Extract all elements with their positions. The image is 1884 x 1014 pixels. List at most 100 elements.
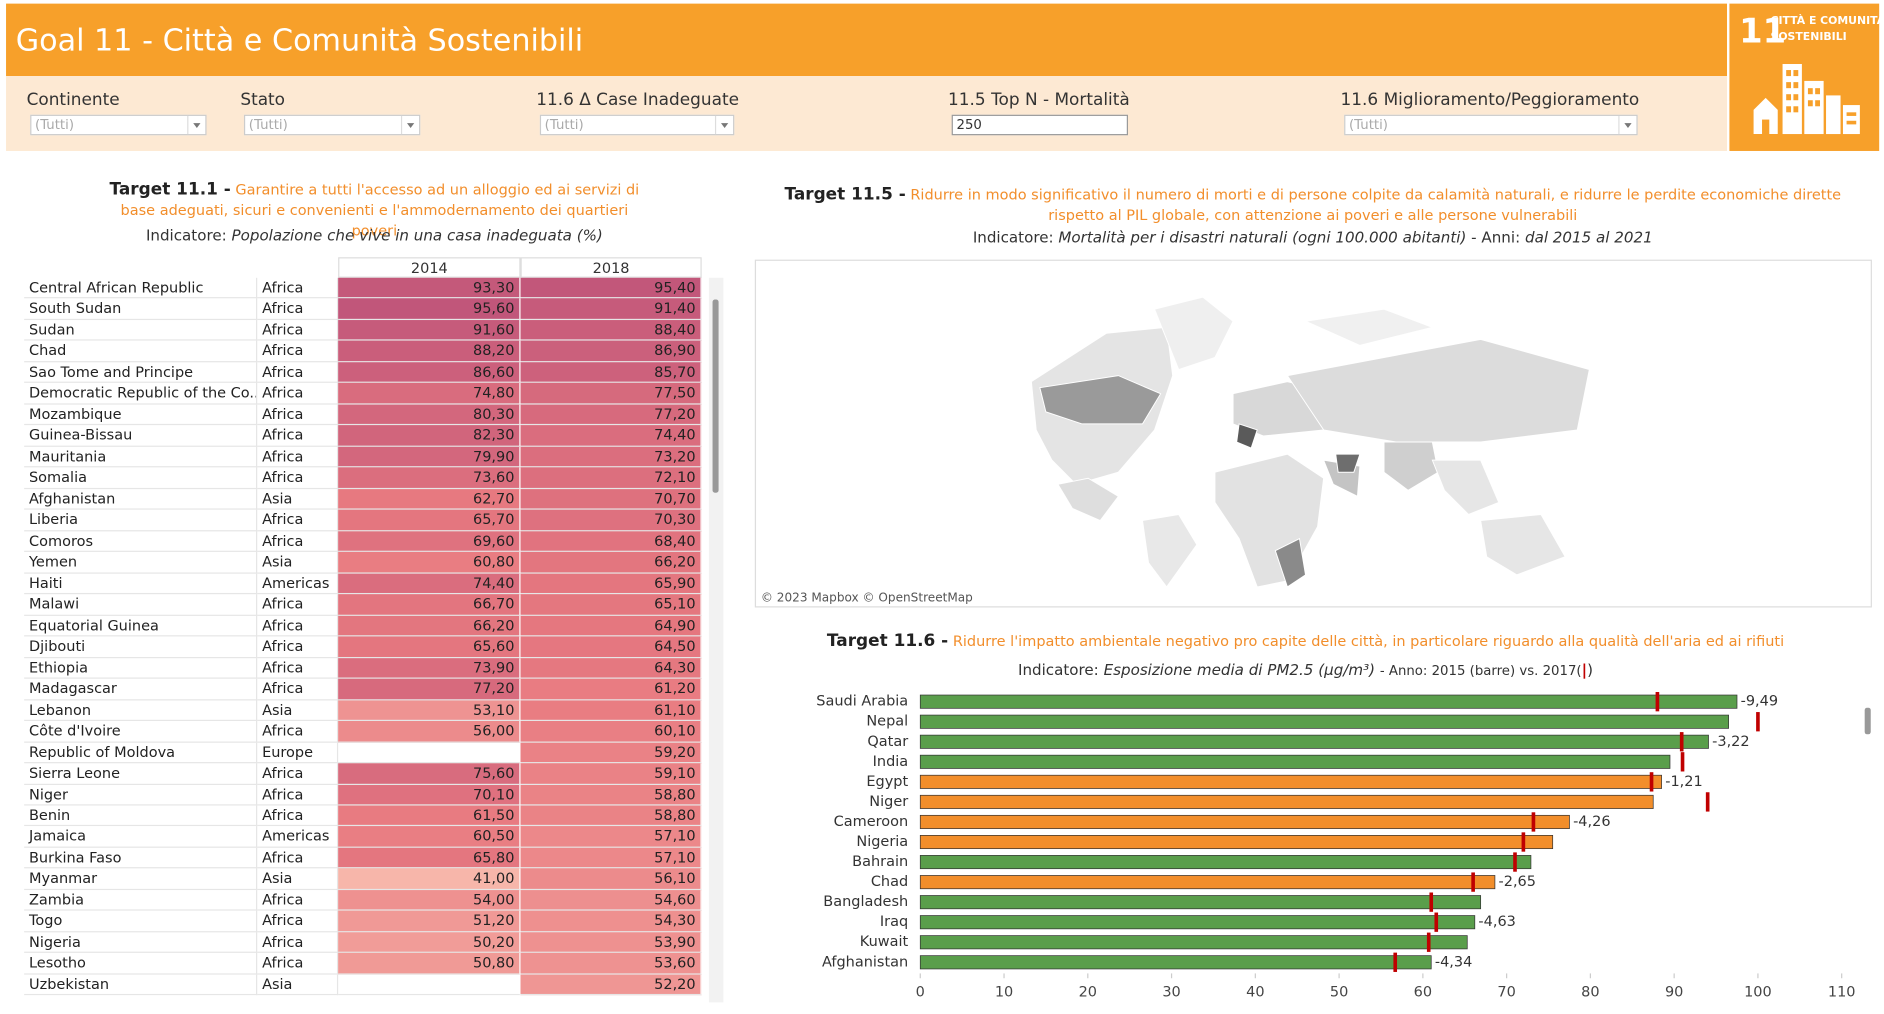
table-cell: Burkina Faso <box>24 847 258 869</box>
scrollbar[interactable] <box>708 277 724 1003</box>
value-cell: 50,20 <box>338 932 521 954</box>
dropdown-arrow <box>1618 115 1636 135</box>
logo-text: CITTÀ E COMUNITÀ <box>1770 15 1884 28</box>
value-cell: 41,00 <box>338 868 521 890</box>
marker-2017 <box>1649 772 1654 792</box>
table-cell: Africa <box>257 341 339 363</box>
value-cell: 56,00 <box>338 721 521 743</box>
table-cell: Somalia <box>24 467 258 489</box>
table-cell: Africa <box>257 383 339 405</box>
indicator-label: Indicatore: <box>1018 660 1099 679</box>
target-heading: Target 11.5 - Ridurre in modo significat… <box>763 185 1862 226</box>
map[interactable]: © 2023 Mapbox © OpenStreetMap <box>754 259 1872 608</box>
value-cell: 65,70 <box>338 509 521 532</box>
marker-2017 <box>1393 952 1398 972</box>
value-cell: 64,90 <box>520 615 702 637</box>
note: - Anno: 2015 (barre) vs. 2017( <box>1379 663 1582 679</box>
table-cell: Africa <box>257 362 339 384</box>
y-tick-label: Kuwait <box>860 934 909 950</box>
bar <box>919 694 1738 709</box>
x-tick-label: 70 <box>1497 985 1515 1001</box>
y-tick-label: Egypt <box>866 774 908 790</box>
value-cell: 86,60 <box>338 362 521 384</box>
table-cell: Malawi <box>24 594 258 616</box>
table-cell: Lesotho <box>24 953 258 975</box>
filter-dropdown[interactable]: (Tutti) <box>539 114 735 136</box>
table-cell: Africa <box>257 509 339 532</box>
target-description: Ridurre l'impatto ambientale negativo pr… <box>952 632 1785 650</box>
filter-dropdown[interactable]: (Tutti) <box>30 114 207 136</box>
delta-label: -4,63 <box>1478 914 1515 930</box>
value-cell: 74,80 <box>338 383 521 405</box>
value-cell: 69,60 <box>338 531 521 553</box>
bar <box>919 794 1654 809</box>
filter-dropdown[interactable]: (Tutti) <box>1344 114 1638 136</box>
logo-icon <box>1753 64 1860 135</box>
note-marker: | <box>1581 660 1588 679</box>
y-tick-label: Qatar <box>867 734 908 750</box>
x-tick-label: 60 <box>1414 985 1432 1001</box>
value-cell: 73,20 <box>520 446 702 468</box>
table-cell: Niger <box>24 784 258 806</box>
x-tick-label: 10 <box>995 985 1013 1001</box>
dropdown-arrow <box>187 115 205 135</box>
value-cell: 51,20 <box>338 911 521 933</box>
table-cell: Africa <box>257 721 339 743</box>
scroll-thumb[interactable] <box>712 299 719 493</box>
table-cell: Uzbekistan <box>24 974 258 996</box>
value-cell: 91,60 <box>338 319 521 342</box>
filter-label: 11.5 Top N - Mortalità <box>948 90 1130 110</box>
table-cell: Africa <box>257 446 339 468</box>
value-cell: 65,90 <box>520 573 702 595</box>
note-end: ) <box>1587 660 1594 679</box>
table-cell: Guinea-Bissau <box>24 425 258 447</box>
indicator: Indicatore: Esposizione media di PM2.5 (… <box>822 661 1788 679</box>
filter-dropdown[interactable]: 250 <box>951 114 1128 136</box>
table-cell: Africa <box>257 425 339 447</box>
value-cell: 60,80 <box>338 552 521 574</box>
x-tick-label: 110 <box>1828 985 1856 1001</box>
table-cell: Democratic Republic of the Co.. <box>24 383 258 405</box>
x-tick-label: 20 <box>1079 985 1097 1001</box>
header-bar: Goal 11 - Città e Comunità Sostenibili <box>6 3 1728 77</box>
value-cell: 62,70 <box>338 488 521 510</box>
target-title: Target 11.6 - <box>826 631 949 651</box>
value-cell: 93,30 <box>338 277 521 299</box>
chart-scroll-thumb[interactable] <box>1864 707 1871 735</box>
value-cell: 66,20 <box>338 615 521 637</box>
value-cell: 64,30 <box>520 657 702 679</box>
value-cell: 74,40 <box>520 425 702 447</box>
table-cell: Djibouti <box>24 636 258 658</box>
table-cell: Africa <box>257 805 339 827</box>
value-cell: 74,40 <box>338 573 521 595</box>
column-header: 2018 <box>520 257 702 278</box>
column-header: 2014 <box>338 257 521 278</box>
table-cell: Africa <box>257 298 339 320</box>
filter-band <box>6 76 1728 151</box>
indicator-text: Popolazione che vive in una casa inadegu… <box>231 225 603 244</box>
x-tick-label: 80 <box>1581 985 1599 1001</box>
value-cell: 70,70 <box>520 488 702 510</box>
marker-2017 <box>1705 792 1710 812</box>
value-cell: 59,10 <box>520 763 702 785</box>
value-cell: 88,40 <box>520 319 702 342</box>
marker-2017 <box>1531 812 1536 832</box>
table-cell: Americas <box>257 573 339 595</box>
value-cell: 85,70 <box>520 362 702 384</box>
value-cell: 53,90 <box>520 932 702 954</box>
table-cell: Mauritania <box>24 446 258 468</box>
bar <box>919 714 1729 729</box>
filter-label: Continente <box>26 90 120 110</box>
x-tick-label: 50 <box>1330 985 1348 1001</box>
value-cell: 58,80 <box>520 805 702 827</box>
value-cell: 77,50 <box>520 383 702 405</box>
indicator-text: Mortalità per i disastri naturali (ogni … <box>1058 228 1467 247</box>
map-shapes <box>1030 296 1590 588</box>
value-cell: 61,20 <box>520 678 702 700</box>
value-cell: 86,90 <box>520 341 702 363</box>
value-cell: 73,90 <box>338 657 521 679</box>
filter-dropdown[interactable]: (Tutti) <box>243 114 421 136</box>
value-cell: 57,10 <box>520 826 702 848</box>
y-tick-label: Nepal <box>866 714 908 730</box>
target-title: Target 11.5 - <box>784 184 906 205</box>
